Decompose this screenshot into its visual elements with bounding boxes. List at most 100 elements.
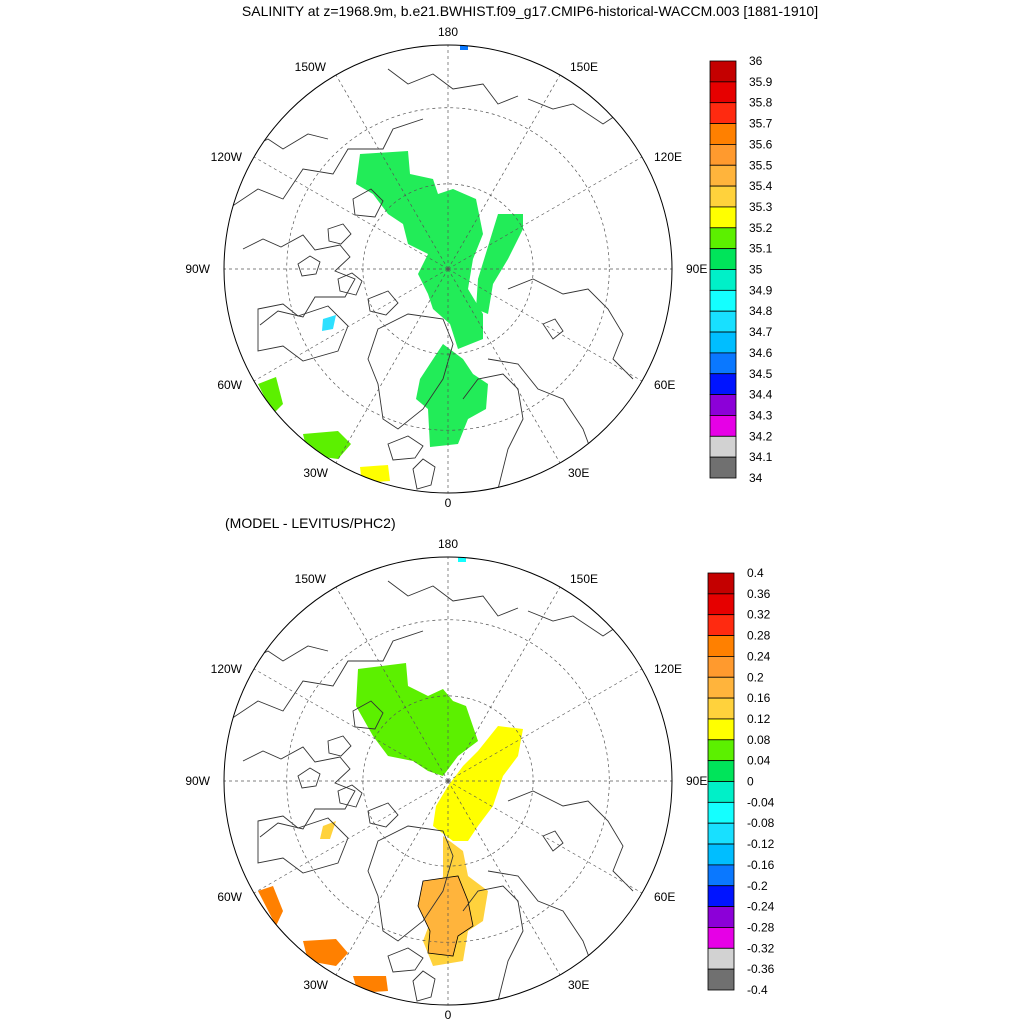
colorbar-swatch — [707, 927, 735, 949]
coastline — [352, 188, 384, 218]
longitude-label: 60W — [217, 378, 242, 392]
colorbar-swatch — [709, 185, 737, 208]
meridian-line — [253, 156, 449, 270]
coastline — [367, 802, 399, 828]
coastline — [337, 784, 363, 808]
difference-map-panel: 180 150E 120E 90E 60E 30E 0 30W 60W 90W 120W 150W — [185, 537, 707, 1022]
colorbar-level-label: 34.8 — [749, 304, 773, 318]
coastline — [462, 885, 524, 1002]
bering-spot — [458, 557, 466, 562]
colorbar-level-label: -0.36 — [747, 962, 775, 976]
longitude-label: 150E — [570, 572, 598, 586]
meridian-line — [447, 156, 643, 270]
colorbar-swatch — [707, 635, 735, 657]
colorbar-swatch — [709, 373, 737, 396]
coastline — [367, 825, 454, 942]
meridian-line — [447, 268, 561, 464]
colorbar-level-label: 34.5 — [749, 367, 773, 381]
coastline — [367, 290, 399, 316]
coastline — [507, 790, 634, 892]
colorbar-swatch — [707, 864, 735, 887]
north-atlantic-field — [303, 939, 348, 966]
longitude-label: 90E — [686, 774, 707, 788]
colorbar-swatch — [709, 310, 737, 333]
colorbar-swatch — [709, 60, 737, 83]
colorbar-swatch — [709, 102, 737, 124]
colorbar-level-label: -0.08 — [747, 816, 775, 830]
coastline — [367, 313, 454, 430]
colorbar-level-label: 0.04 — [747, 754, 771, 768]
longitude-label: 120W — [211, 150, 243, 164]
salinity-colorbar: 36 35.9 35.8 35.7 35.6 35.5 35.4 35.3 35.2 35.1 35… — [709, 54, 773, 485]
colorbar-swatch — [707, 656, 735, 678]
colorbar-swatch — [707, 801, 735, 824]
difference-colorbar: 0.4 0.36 0.32 0.28 0.24 0.2 0.16 0.12 0.08 0.04 0 -… — [707, 566, 775, 997]
colorbar-level-label: 0.12 — [747, 712, 771, 726]
longitude-label: 120W — [211, 662, 243, 676]
colorbar-swatch — [709, 248, 737, 270]
map-boundary — [223, 44, 673, 494]
coastline — [507, 278, 634, 380]
map-boundary — [223, 556, 673, 1006]
greenland-difference-patch — [320, 821, 336, 839]
colorbar-swatch — [709, 206, 737, 229]
colorbar-swatch — [709, 81, 737, 104]
iceland-south-field — [353, 976, 388, 993]
colorbar-level-label: 35.2 — [749, 221, 773, 235]
longitude-label: 0 — [445, 1008, 452, 1022]
colorbar-level-label: 0 — [747, 775, 754, 789]
longitude-label: 30E — [568, 978, 589, 992]
colorbar-swatch — [707, 968, 735, 991]
figure-title: SALINITY at z=1968.9m, b.e21.BWHIST.f09_… — [242, 3, 818, 19]
colorbar-level-label: 34 — [749, 471, 763, 485]
coastline — [387, 435, 424, 461]
colorbar-swatch — [707, 843, 735, 866]
coastline — [297, 255, 321, 277]
longitude-label: 180 — [438, 25, 458, 39]
colorbar-level-label: -0.28 — [747, 920, 775, 934]
coastline — [387, 947, 424, 973]
longitude-label: 120E — [654, 150, 682, 164]
meridian-line — [447, 780, 643, 894]
colorbar-swatch — [709, 456, 737, 479]
colorbar-swatch — [707, 697, 735, 720]
colorbar-swatch — [709, 415, 737, 437]
coastline — [227, 630, 424, 722]
colorbar-swatch — [709, 123, 737, 145]
colorbar-swatch — [707, 572, 735, 595]
coastline — [412, 458, 436, 490]
colorbar-swatch — [707, 718, 735, 741]
colorbar-swatch — [707, 760, 735, 782]
colorbar-swatch — [707, 906, 735, 928]
longitude-label: 30E — [568, 466, 589, 480]
colorbar-level-label: 34.9 — [749, 283, 773, 297]
coastline — [542, 318, 564, 340]
colorbar-level-label: 34.7 — [749, 325, 773, 339]
arctic-basin-field — [356, 151, 483, 349]
colorbar-swatch — [707, 739, 735, 762]
colorbar-level-label: -0.4 — [747, 983, 768, 997]
latitude-circle — [286, 107, 610, 431]
meridian-line — [447, 780, 561, 976]
colorbar-swatch — [709, 394, 737, 416]
coastline — [352, 700, 384, 730]
colorbar-level-label: 0.28 — [747, 629, 771, 643]
meridian-line — [335, 780, 449, 976]
meridian-line — [335, 268, 449, 464]
difference-subtitle: (MODEL - LEVITUS/PHC2) — [225, 515, 396, 531]
colorbar-level-label: 0.4 — [747, 566, 764, 580]
labrador-sea-field — [258, 886, 283, 926]
coastline — [257, 303, 349, 362]
eurasian-basin-field — [476, 214, 523, 314]
colorbar-swatch — [707, 822, 735, 845]
bering-spot — [460, 45, 468, 50]
greenland-salinity-patch — [322, 315, 336, 331]
colorbar-level-label: 35.6 — [749, 137, 773, 151]
meridian-line — [447, 668, 643, 782]
longitude-label: 150E — [570, 60, 598, 74]
coastline — [542, 830, 564, 852]
coastline — [487, 358, 599, 470]
colorbar-level-label: 34.6 — [749, 346, 773, 360]
longitude-label: 0 — [445, 496, 452, 510]
longitude-label: 150W — [295, 572, 327, 586]
